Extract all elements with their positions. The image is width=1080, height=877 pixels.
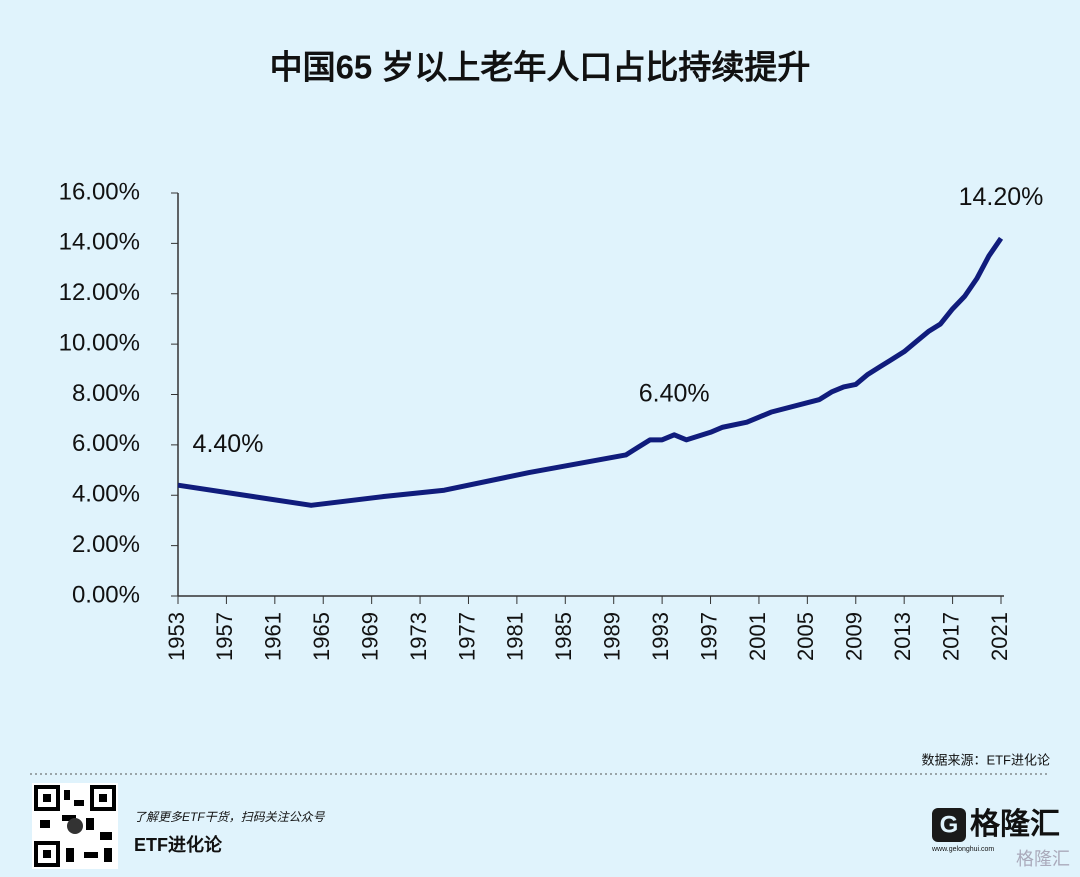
x-tick-label: 1957: [212, 612, 237, 661]
y-tick-label: 16.00%: [59, 178, 140, 205]
x-tick-label: 2005: [793, 612, 818, 661]
logo: G 格隆汇 www.gelonghui.com 格隆汇: [931, 808, 1070, 869]
x-tick-label: 2001: [745, 612, 770, 661]
x-tick-label: 1989: [600, 612, 625, 661]
line: [177, 236, 1004, 508]
x-tick-label: 1981: [503, 612, 528, 661]
x-tick-label: 1985: [551, 612, 576, 661]
data-label: 6.40%: [639, 379, 710, 407]
y-tick-label: 4.00%: [72, 481, 140, 508]
source: 数据来源：ETF进化论: [921, 752, 1050, 767]
data-label: 14.20%: [959, 183, 1044, 211]
x-tick-label: 1953: [164, 612, 189, 661]
y-tick-label: 14.00%: [59, 229, 140, 256]
x-tick-label: 1961: [261, 612, 286, 661]
promo-text: 了解更多ETF干货，扫码关注公众号: [134, 810, 326, 824]
y-tick-label: 10.00%: [59, 329, 140, 356]
x-tick-label: 1993: [648, 612, 673, 661]
watermark: 格隆汇: [1016, 849, 1070, 869]
x-tick-label: 1997: [696, 612, 721, 661]
x-tick-label: 2013: [890, 612, 915, 661]
qr-code: [32, 783, 118, 869]
x-tick-label: 2021: [987, 612, 1012, 661]
x-tick-label: 2009: [842, 612, 867, 661]
logo-text: 格隆汇: [970, 808, 1060, 841]
x-tick-label: 1965: [309, 612, 334, 661]
x-tick-label: 1977: [454, 612, 479, 661]
y-tick-label: 8.00%: [72, 380, 140, 407]
chart-title: 中国65 岁以上老年人口占比持续提升: [270, 49, 811, 86]
x-tick-label: 1969: [357, 612, 382, 661]
svg-text:G: G: [940, 811, 959, 838]
y-tick-label: 2.00%: [72, 531, 140, 558]
logo-url: www.gelonghui.com: [931, 846, 994, 853]
data-label: 4.40%: [193, 430, 264, 458]
y-tick-label: 0.00%: [72, 581, 140, 608]
y-tick-label: 6.00%: [72, 430, 140, 457]
y-tick-label: 12.00%: [59, 279, 140, 306]
x-tick-label: 2017: [938, 612, 963, 661]
account-name: ETF进化论: [134, 834, 223, 855]
x-tick-label: 1973: [406, 612, 431, 661]
